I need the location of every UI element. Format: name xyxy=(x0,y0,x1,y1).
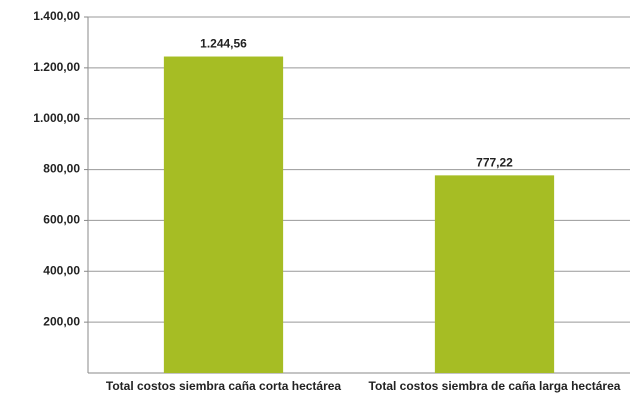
x-tick-label: Total costos siembra de caña larga hectá… xyxy=(368,379,621,393)
x-tick-label: Total costos siembra caña corta hectárea xyxy=(105,379,342,393)
data-label: 777,22 xyxy=(476,156,513,170)
y-tick-label: 1.000,00 xyxy=(33,111,80,125)
y-tick-label: 600,00 xyxy=(43,213,80,227)
y-tick-label: 200,00 xyxy=(43,314,80,328)
bar xyxy=(163,56,284,373)
y-tick-label: 1.200,00 xyxy=(33,60,80,74)
y-tick-label: 1.400,00 xyxy=(33,9,80,23)
bar xyxy=(434,175,555,373)
y-tick-label: 400,00 xyxy=(43,263,80,277)
data-label: 1.244,56 xyxy=(200,37,247,51)
y-tick-label: 800,00 xyxy=(43,162,80,176)
